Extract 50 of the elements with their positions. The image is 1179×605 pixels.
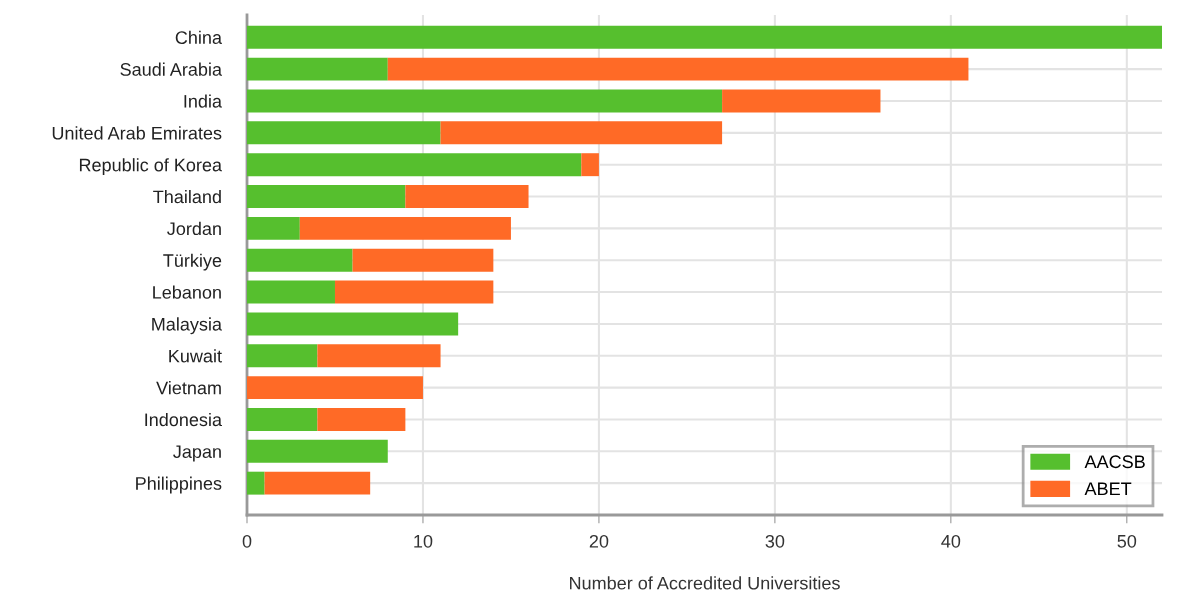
bar [247, 312, 459, 336]
bar [247, 121, 441, 145]
bar [247, 471, 265, 495]
bar [247, 439, 388, 463]
y-tick-label: Japan [173, 445, 221, 462]
x-tick-label: 0 [242, 534, 252, 548]
bar [247, 185, 406, 208]
bar [247, 280, 335, 304]
legend-label: AACSB [1084, 455, 1145, 469]
bar [352, 248, 494, 272]
y-tick-label: Thailand [153, 189, 221, 204]
y-tick-label: Philippines [136, 476, 222, 494]
bar [247, 407, 318, 431]
bar [247, 89, 723, 113]
bar [334, 280, 494, 304]
bar [247, 344, 318, 368]
bar [405, 185, 529, 208]
y-tick-label: Kuwait [169, 349, 222, 363]
x-tick-label: 40 [941, 534, 961, 548]
x-axis-title: Number of Accredited Universities [570, 576, 840, 590]
bar [317, 407, 406, 431]
bar [581, 153, 599, 177]
bar [247, 25, 1162, 49]
bar [299, 216, 511, 240]
legend-label: ABET [1084, 482, 1132, 495]
bar [440, 121, 723, 145]
bar [247, 376, 423, 400]
x-tick-label: 20 [589, 534, 609, 548]
y-tick-label: Saudi Arabia [120, 62, 222, 76]
bar [387, 57, 969, 81]
bar [317, 344, 441, 368]
y-tick-label: Republic of Korea [79, 158, 223, 175]
y-tick-label: Vietnam [156, 381, 221, 395]
y-tick-label: Lebanon [153, 285, 221, 299]
y-tick-label: China [175, 30, 222, 45]
bar [247, 153, 582, 177]
y-tick-label: Malaysia [152, 317, 222, 335]
x-tick-label: 50 [1117, 534, 1137, 548]
x-tick-label: 10 [414, 534, 433, 548]
y-tick-label: Jordan [167, 221, 221, 236]
bar [722, 89, 881, 113]
y-tick-label: United Arab Emirates [52, 126, 222, 140]
y-tick-label: Türkiye [163, 253, 222, 271]
x-tick-label: 30 [765, 534, 785, 548]
bar [264, 471, 371, 495]
y-tick-label: India [184, 94, 222, 108]
bar [247, 248, 353, 272]
y-tick-label: Indonesia [145, 412, 223, 427]
bar [247, 216, 300, 240]
bar [247, 57, 388, 81]
